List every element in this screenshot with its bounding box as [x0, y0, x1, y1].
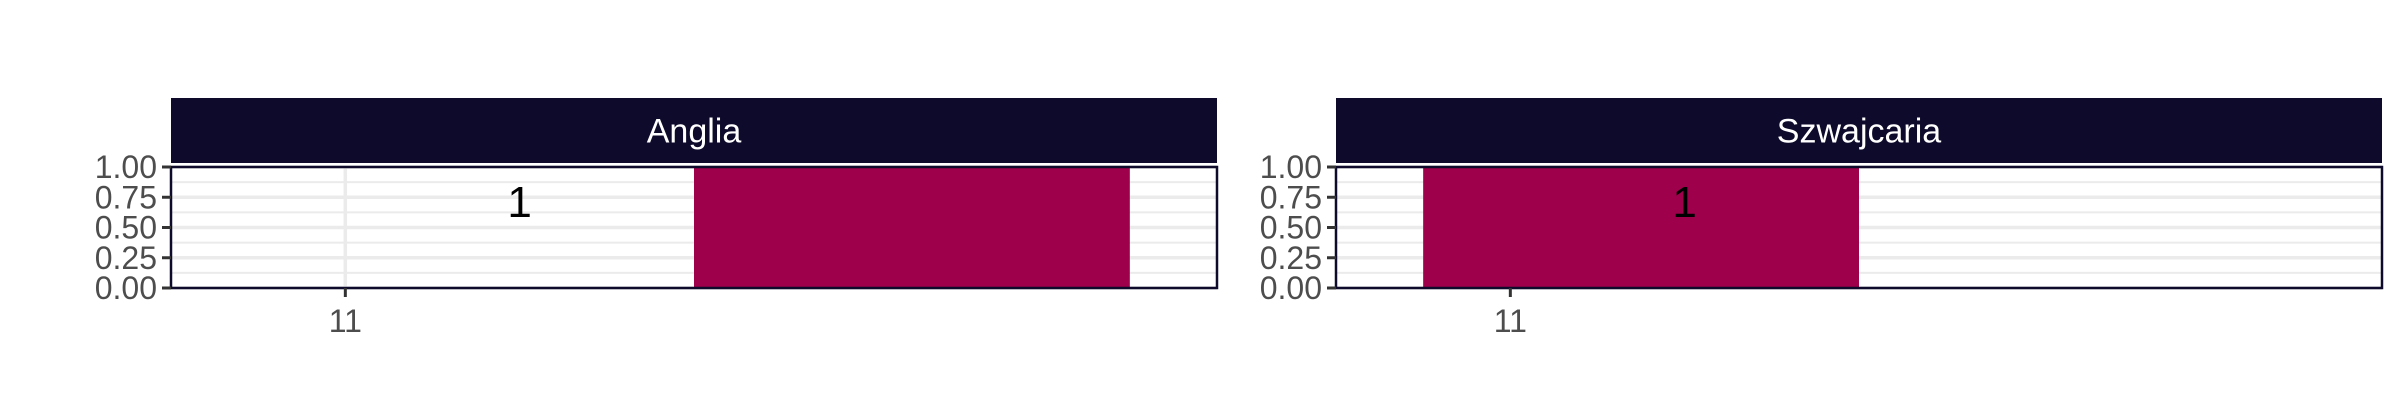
y-tick-label: 1.00 — [95, 149, 157, 185]
facet-strip-label: Anglia — [647, 113, 742, 151]
y-tick-label: 0.50 — [95, 210, 157, 246]
x-tick-label: 11 — [1494, 303, 1527, 339]
data-label: 1 — [507, 178, 531, 227]
bar — [694, 167, 1130, 288]
y-tick-label: 0.25 — [95, 240, 157, 276]
y-tick-label: 0.25 — [1260, 240, 1322, 276]
facet-strip — [1336, 98, 2382, 163]
y-tick-label: 0.00 — [95, 270, 157, 306]
y-tick-label: 0.75 — [1260, 179, 1322, 215]
y-tick-label: 1.00 — [1260, 149, 1322, 185]
bar — [1423, 167, 1859, 288]
facet-strip-label: Szwajcaria — [1777, 113, 1941, 151]
data-label: 1 — [1672, 178, 1696, 227]
y-tick-label: 0.75 — [95, 179, 157, 215]
facet-strip — [171, 98, 1217, 163]
y-tick-label: 0.50 — [1260, 210, 1322, 246]
y-tick-label: 0.00 — [1260, 270, 1322, 306]
x-tick-label: 11 — [329, 303, 362, 339]
